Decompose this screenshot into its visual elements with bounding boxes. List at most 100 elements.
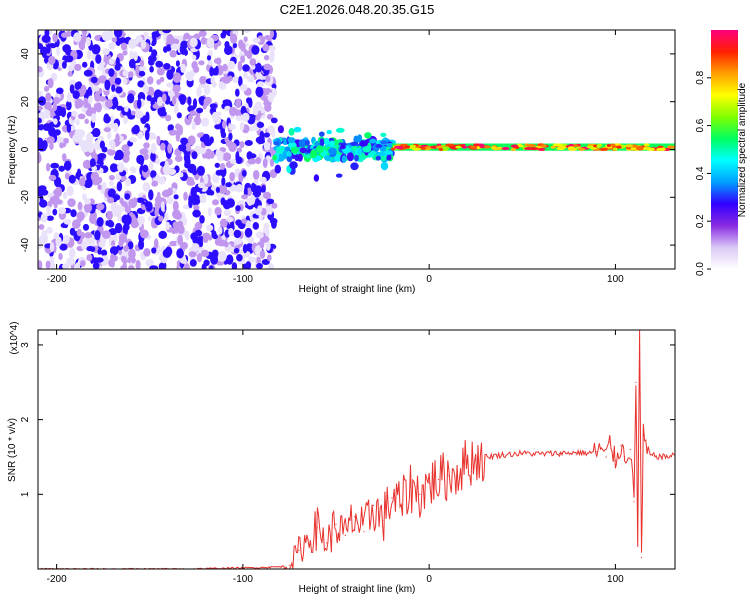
spectrogram-cell xyxy=(175,60,180,67)
spectrogram-cell xyxy=(299,147,307,154)
snr-xtick-label: 100 xyxy=(607,574,624,585)
spectrogram-cell xyxy=(222,120,227,129)
spectrogram-cell xyxy=(335,173,343,178)
spectrogram-cell xyxy=(225,182,232,188)
spectrogram-cell xyxy=(50,263,56,269)
spectrogram-cell xyxy=(218,226,223,235)
spectrogram-cell xyxy=(196,165,205,176)
spectrogram-cell xyxy=(643,143,650,147)
spectrogram-cell xyxy=(375,143,383,148)
spectrogram-cell xyxy=(46,43,51,54)
spectrogram-cell xyxy=(510,147,517,151)
spectrogram-cell xyxy=(84,232,93,239)
spectrogram-cell xyxy=(271,202,278,209)
snr-point xyxy=(391,497,393,499)
spectrogram-cell xyxy=(49,256,55,265)
spectrogram-cell xyxy=(66,185,74,197)
spectrogram-cell xyxy=(86,254,93,262)
spectrogram-cell xyxy=(209,265,214,269)
spectrogram-cell xyxy=(173,194,179,200)
snr-point xyxy=(642,434,644,436)
spectrogram-cell xyxy=(315,145,324,154)
spectrogram-cell xyxy=(198,147,207,154)
spectrogram-cell xyxy=(445,143,455,147)
spectrogram-cell xyxy=(41,34,51,44)
spectrogram-cell xyxy=(552,143,563,147)
spectrogram-cell xyxy=(186,180,196,186)
spectrogram-cell xyxy=(577,147,586,151)
spectrogram-cell xyxy=(220,131,227,139)
spectrogram-cell xyxy=(241,112,250,122)
spectrogram-cell xyxy=(517,143,522,147)
spectrogram-cell xyxy=(142,164,149,173)
spectrogram-cell xyxy=(567,146,575,150)
spectrogram-cell xyxy=(255,71,261,78)
spectrogram-cell xyxy=(125,215,132,225)
spectrogram-cell xyxy=(203,174,209,185)
spectrogram-cell xyxy=(45,260,51,269)
snr-point xyxy=(596,451,598,453)
spectrogram-ytick-label: 40 xyxy=(20,48,31,60)
spectrogram-cell xyxy=(192,98,198,109)
spectrogram-cell xyxy=(127,241,134,250)
spectrogram-cell xyxy=(192,199,198,206)
spectrogram-cell xyxy=(252,109,259,116)
spectrogram-cell xyxy=(362,146,372,153)
spectrogram-cell xyxy=(220,163,226,170)
spectrogram-cell xyxy=(386,155,392,161)
snr-point xyxy=(465,462,467,464)
spectrogram-cell xyxy=(90,171,100,182)
spectrogram-cell xyxy=(122,223,130,232)
spectrogram-cell xyxy=(138,70,146,77)
spectrogram-cell xyxy=(255,157,262,165)
spectrogram-cell xyxy=(243,36,248,43)
spectrogram-cell xyxy=(195,112,201,119)
spectrogram-cell xyxy=(282,150,288,159)
spectrogram-cell xyxy=(257,35,265,45)
spectrogram-cell xyxy=(129,50,134,61)
spectrogram-cell xyxy=(245,261,252,269)
spectrogram-cell xyxy=(668,145,675,149)
snr-point xyxy=(326,542,328,544)
spectrogram-cell xyxy=(113,155,120,161)
spectrogram-cell xyxy=(177,35,184,42)
spectrogram-cell xyxy=(213,42,218,50)
spectrogram-cell xyxy=(38,96,46,106)
spectrogram-cell xyxy=(174,155,183,163)
spectrogram-cell xyxy=(160,201,165,212)
spectrogram-cell xyxy=(120,42,128,51)
spectrogram-cell xyxy=(38,224,45,230)
spectrogram-cell xyxy=(151,49,158,58)
spectrogram-cell xyxy=(82,61,88,68)
snr-point xyxy=(279,566,281,568)
spectrogram-cell xyxy=(165,114,172,122)
spectrogram-cell xyxy=(60,107,67,118)
spectrogram-cell xyxy=(226,254,234,265)
spectrogram-cell xyxy=(189,37,198,48)
spectrogram-cell xyxy=(233,108,238,115)
spectrogram-cell xyxy=(87,86,93,98)
spectrogram-cell xyxy=(52,32,58,43)
spectrogram-cell xyxy=(380,140,388,145)
spectrogram-cell xyxy=(211,230,217,239)
spectrogram-cell xyxy=(108,58,115,65)
spectrogram-cell xyxy=(176,248,184,259)
snr-frame xyxy=(37,329,676,570)
spectrogram-cell xyxy=(119,37,128,45)
spectrogram-cell xyxy=(263,141,271,151)
spectrogram-cell xyxy=(83,198,91,205)
spectrogram-xtick-label: -100 xyxy=(233,274,253,285)
spectrogram-cell xyxy=(162,30,172,34)
spectrogram-cell xyxy=(80,260,86,267)
spectrogram-cell xyxy=(193,65,200,73)
spectrogram-cell xyxy=(83,97,89,109)
spectrogram-cell xyxy=(108,42,116,50)
spectrogram-cell xyxy=(78,137,83,146)
spectrogram-cell xyxy=(268,53,275,63)
spectrogram-cell xyxy=(137,80,145,88)
spectrogram-cell xyxy=(245,220,251,228)
spectrogram-cell xyxy=(188,251,197,258)
spectrogram-cell xyxy=(91,85,100,92)
spectrogram-cell xyxy=(137,111,144,118)
